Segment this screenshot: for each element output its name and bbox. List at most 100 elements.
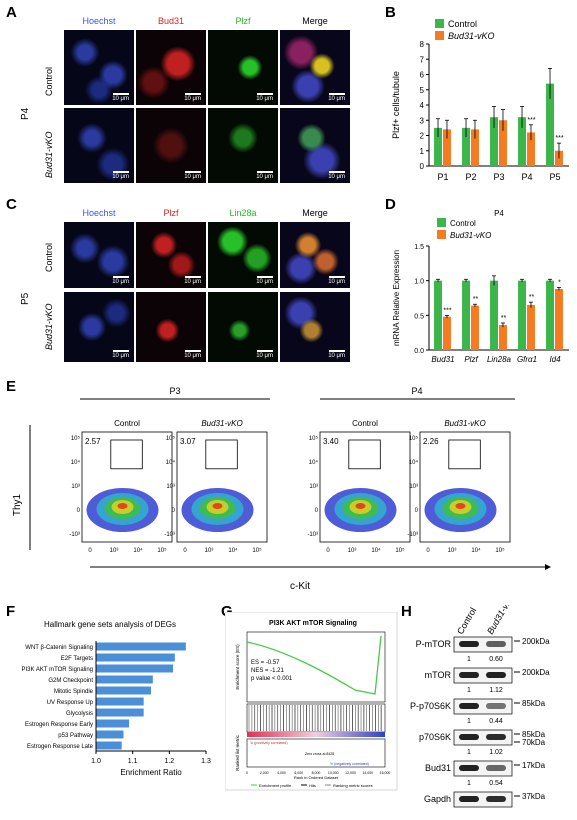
y-tick-label: 1 xyxy=(420,147,425,156)
quant-value: 0.44 xyxy=(489,718,503,725)
significance-mark: *** xyxy=(555,135,563,142)
micrograph: 10 μm xyxy=(280,108,350,183)
bar xyxy=(434,127,442,166)
x-tick-label: 10³ xyxy=(110,548,119,554)
blot-label: Bud31 xyxy=(425,763,451,773)
density-contour xyxy=(455,503,466,509)
x-axis-label: Rank in Ordered Dataset xyxy=(294,775,339,780)
quant-value: 1 xyxy=(467,656,471,663)
channel-label: Lin28a xyxy=(229,208,257,218)
panel-label-a: A xyxy=(6,4,17,21)
scale-bar: 10 μm xyxy=(256,350,273,359)
bar xyxy=(443,129,451,166)
category-label: Id4 xyxy=(549,355,561,364)
panel-label-e: E xyxy=(6,378,17,395)
size-marker: 85kDa xyxy=(522,730,546,739)
group-label: P3 xyxy=(169,386,180,396)
x-tick-label: 0 xyxy=(246,771,248,775)
x-tick-label: 10⁵ xyxy=(252,547,262,554)
quant-value: 1 xyxy=(467,718,471,725)
bar xyxy=(518,280,526,350)
bar xyxy=(462,280,470,350)
x-tick-label: 10³ xyxy=(205,548,214,554)
bar xyxy=(96,741,122,750)
blot-label: p70S6K xyxy=(419,732,451,742)
bar xyxy=(471,129,479,166)
gate-box xyxy=(205,439,238,470)
scale-bar: 10 μm xyxy=(112,350,129,359)
legend-swatch xyxy=(435,19,444,28)
band xyxy=(459,641,479,647)
band xyxy=(486,796,506,802)
category-label: Estrogen Response Early xyxy=(25,722,93,728)
y-tick-label: 7 xyxy=(420,55,425,64)
scale-bar: 10 μm xyxy=(184,276,201,285)
significance-mark: ** xyxy=(473,296,479,303)
panel-label-f: F xyxy=(6,603,16,620)
significance-mark: ** xyxy=(529,294,535,301)
micrograph: 10 μm xyxy=(280,30,350,105)
y-axis-label: Ranked list metric xyxy=(235,734,240,771)
band xyxy=(486,641,506,647)
y-tick-label: -10³ xyxy=(164,532,175,538)
density-contour xyxy=(355,503,366,509)
legend-swatch xyxy=(435,31,444,40)
plot-title: Bud31-vKO xyxy=(201,419,242,428)
gate-percent: 3.40 xyxy=(323,437,339,446)
size-marker: 70kDa xyxy=(522,738,546,747)
x-tick-label: 8,000 xyxy=(312,771,321,775)
category-label: P4 xyxy=(521,172,532,182)
row-label-ko: Bud31-vKO xyxy=(44,303,54,350)
bar xyxy=(96,697,144,706)
x-tick-label: 10⁴ xyxy=(133,547,143,554)
group-label: P4 xyxy=(411,386,422,396)
y-axis-label: Thy1 xyxy=(12,493,23,516)
panel-label-g: G xyxy=(221,603,233,620)
neg-label: 'b' (negatively correlated) xyxy=(330,762,369,766)
micrograph: 10 μm xyxy=(280,222,350,288)
channel-label: Hoechst xyxy=(82,208,116,218)
panel-label-h: H xyxy=(401,603,412,620)
x-tick-label: 1.1 xyxy=(128,758,138,765)
band xyxy=(486,703,506,709)
micrograph: 10 μm xyxy=(280,292,350,362)
size-marker: 37kDa xyxy=(522,792,546,801)
x-tick-label: 10,000 xyxy=(328,771,339,775)
y-tick-label: 10⁴ xyxy=(309,459,319,466)
y-tick-label: -10³ xyxy=(407,532,418,538)
significance-mark: ** xyxy=(501,315,507,322)
bar xyxy=(555,288,563,350)
y-tick-label: -10³ xyxy=(69,532,80,538)
micrograph: 10 μm xyxy=(136,30,206,105)
quant-value: 1.02 xyxy=(489,749,503,756)
density-contour xyxy=(212,503,223,509)
micrograph: 10 μm xyxy=(136,222,206,288)
enrichment-curve xyxy=(246,635,382,695)
x-axis-label: c-Kit xyxy=(290,581,310,592)
y-tick-label: 1.5 xyxy=(414,244,424,251)
panel-e-flow-cytometry: P3 P4 Thy1 c-Kit Control 2.57 0 10³ 10⁴ 10⁵ 10⁵ 10⁴… xyxy=(12,386,551,592)
bar xyxy=(96,708,144,717)
scale-bar: 10 μm xyxy=(184,171,201,180)
x-tick-label: 10³ xyxy=(348,548,357,554)
category-label: P1 xyxy=(437,172,448,182)
figure-frame xyxy=(225,612,398,791)
band xyxy=(459,703,479,709)
category-label: P2 xyxy=(465,172,476,182)
x-tick-label: 12,000 xyxy=(345,771,356,775)
channel-label: Plzf xyxy=(235,16,251,26)
y-tick-label: 0 xyxy=(415,508,419,514)
band xyxy=(486,734,506,740)
scale-bar: 10 μm xyxy=(112,276,129,285)
panel-g-gsea-plot: PI3K AKT mTOR Signaling Enrichment score … xyxy=(225,612,398,791)
scale-bar: 10 μm xyxy=(184,350,201,359)
scale-bar: 10 μm xyxy=(328,93,345,102)
blot-label: Gapdh xyxy=(424,794,451,804)
panel-label-b: B xyxy=(385,4,396,21)
gate-box xyxy=(448,439,481,470)
micrograph: 10 μm xyxy=(64,108,134,183)
gate-box xyxy=(110,439,143,470)
bar xyxy=(546,280,554,350)
y-tick-label: 6 xyxy=(420,71,425,80)
